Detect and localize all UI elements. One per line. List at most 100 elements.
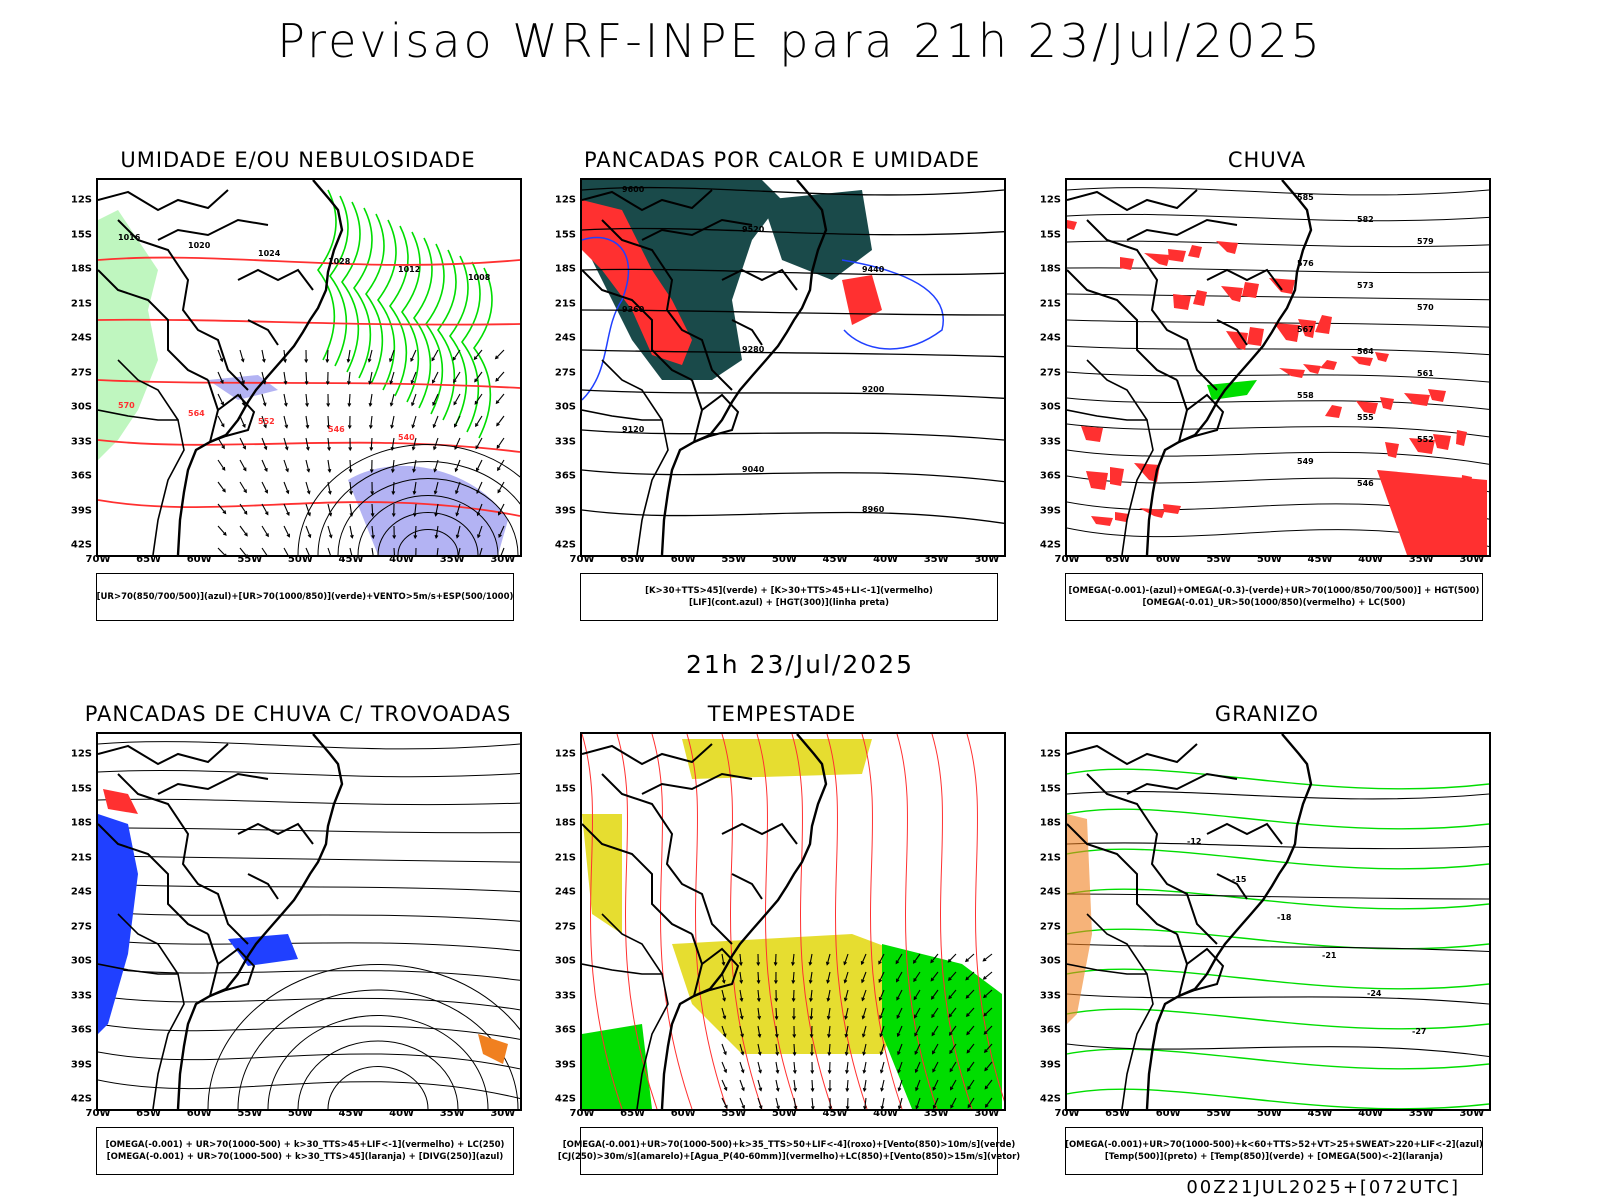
wind-vector — [983, 1049, 988, 1054]
wind-vector — [391, 415, 395, 428]
lon-tick-label: 35W — [923, 554, 949, 565]
panel-trovoadas: PANCADAS DE CHUVA C/ TROVOADAS 12S 15S 18S 2… — [58, 702, 538, 1175]
wind-vector — [896, 996, 900, 1001]
wind-vector — [283, 481, 289, 494]
wind-vector — [495, 400, 500, 405]
wind-vector — [391, 513, 396, 518]
lc850-streamline — [861, 734, 903, 1109]
country-border — [98, 409, 185, 555]
wind-vector — [950, 1097, 957, 1109]
wind-vector — [435, 503, 439, 516]
panel-title: TEMPESTADE — [707, 702, 857, 726]
wind-vector — [498, 533, 502, 538]
wind-vector — [982, 994, 987, 999]
wind-vector — [413, 512, 417, 518]
wind-vector — [827, 1070, 832, 1075]
wind-vector — [392, 535, 397, 540]
wind-vector — [721, 1043, 727, 1055]
wind-vector — [455, 481, 461, 494]
panel-chuva: CHUVA 12S 15S 18S 21S 24S 27S 30S 33S 36S 39S 42S 70… — [1027, 148, 1507, 621]
lat-tick-label: 33S — [70, 436, 92, 447]
lat-tick-label: 24S — [70, 332, 92, 344]
coastline — [660, 734, 828, 1109]
lon-tick-label: 30W — [974, 554, 1000, 565]
temp850-contour — [1067, 1088, 1489, 1109]
wind-vector — [239, 503, 248, 515]
wind-vector — [498, 503, 505, 515]
streamline — [1067, 240, 1489, 248]
wind-vector — [456, 503, 461, 516]
rain-region — [1351, 356, 1373, 366]
wind-vector — [879, 1015, 883, 1020]
temp850-contour — [1067, 808, 1489, 830]
wind-vector — [433, 415, 439, 428]
wind-vector — [967, 1104, 972, 1109]
wind-vector — [305, 459, 310, 472]
temp500-contour — [1067, 943, 1489, 953]
wind-vector — [284, 446, 289, 451]
wind-vector — [897, 1069, 901, 1074]
wind-vector — [774, 1016, 779, 1021]
wind-vector — [327, 481, 331, 494]
lon-tick-label: 60W — [670, 554, 696, 565]
wind-vector — [432, 371, 439, 383]
wind-vector — [739, 1025, 744, 1037]
wind-vector — [391, 468, 395, 474]
wind-vector — [844, 989, 849, 1001]
wind-vector — [863, 1079, 867, 1091]
longitude-axis: 70W 65W 60W 55W 50W 45W 40W 35W 30W — [1055, 554, 1489, 568]
lon-tick-label: 70W — [85, 554, 111, 565]
wind-vector — [369, 447, 374, 452]
map-frame — [580, 732, 1006, 1111]
wind-vector — [982, 957, 987, 962]
wind-vector — [932, 1050, 936, 1055]
wind-vector — [261, 349, 265, 362]
wind-vector — [965, 976, 970, 981]
wind-vector — [453, 423, 458, 428]
wind-vector — [846, 1061, 849, 1073]
lif-contour — [582, 236, 945, 401]
wind-vector — [948, 995, 952, 1000]
lon-tick-label: 55W — [1206, 554, 1232, 565]
wind-vector — [913, 953, 921, 964]
country-border — [117, 913, 179, 975]
contour-label: 9360 — [622, 305, 645, 314]
lat-tick-label: 21S — [70, 852, 92, 863]
wind-vector — [740, 1069, 745, 1074]
panel-legend: [OMEGA(-0.001)+UR>70(1000-500)+k<60+TTS>… — [1065, 1127, 1483, 1175]
wind-vector — [896, 978, 900, 983]
wind-vector — [983, 1030, 988, 1035]
jet-stream-region — [582, 814, 622, 934]
wind-vector — [721, 989, 726, 1001]
streamline — [98, 798, 520, 806]
humidity-contour — [317, 189, 337, 361]
wind-vector — [221, 466, 226, 471]
lon-tick-label: 65W — [136, 554, 162, 565]
contour-label: 1028 — [328, 257, 351, 266]
wind-vector — [222, 488, 226, 493]
wind-vector — [809, 1052, 814, 1057]
wind-vector — [930, 971, 939, 982]
streamline — [98, 911, 520, 922]
wind-vector — [896, 971, 903, 982]
wind-vector — [219, 358, 224, 363]
rain-region — [1173, 294, 1191, 310]
wind-vector — [950, 1079, 957, 1090]
wind-vector — [741, 1105, 746, 1109]
lat-tick-label: 21S — [1039, 852, 1061, 863]
wind-vector — [285, 468, 289, 473]
wind-vector — [305, 525, 311, 538]
map-frame — [96, 732, 522, 1111]
wind-vector — [984, 1061, 993, 1071]
contour-label: 555 — [1357, 413, 1374, 422]
wind-vector — [880, 1043, 885, 1055]
wind-vector — [371, 525, 374, 538]
wind-vector — [241, 380, 245, 385]
wind-vector — [739, 997, 744, 1002]
wind-vector — [983, 989, 993, 998]
state-border — [1067, 743, 1198, 766]
wind-vector — [497, 489, 501, 494]
lon-tick-label: 45W — [1307, 1108, 1333, 1119]
wind-vector — [261, 459, 268, 472]
wind-vector — [947, 977, 952, 982]
